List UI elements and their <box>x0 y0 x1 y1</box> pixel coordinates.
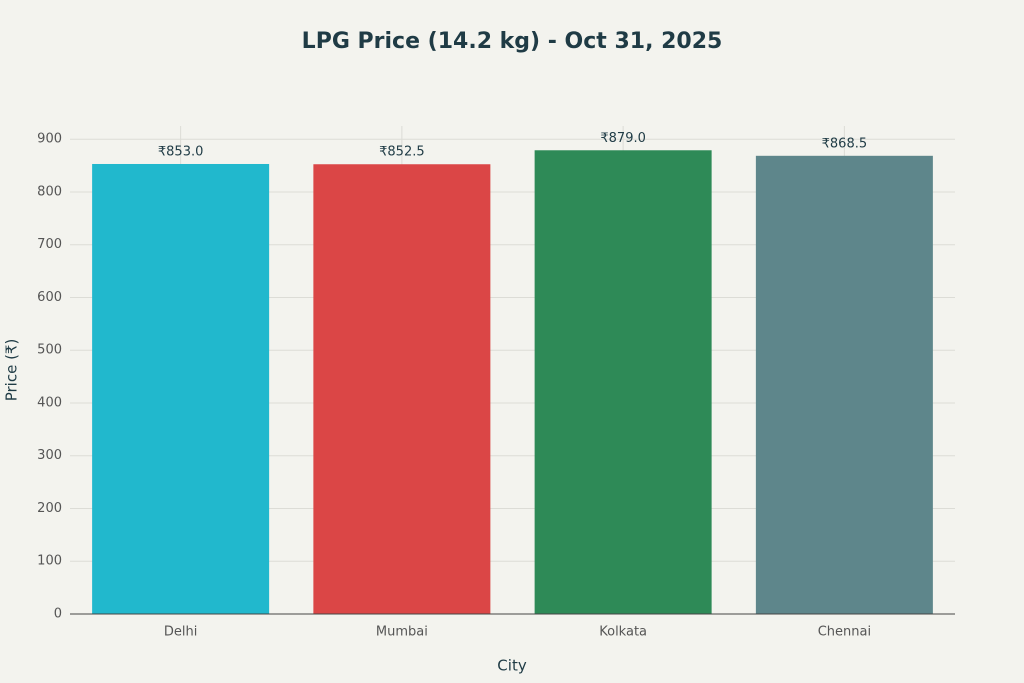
value-label: ₹852.5 <box>379 145 425 160</box>
bar <box>313 164 491 614</box>
value-label: ₹868.5 <box>822 136 868 151</box>
y-tick-label: 400 <box>37 395 62 410</box>
y-tick-label: 700 <box>37 237 62 252</box>
x-tick-label: Chennai <box>818 625 871 640</box>
x-tick-label: Delhi <box>164 625 197 640</box>
y-tick-label: 0 <box>54 607 62 622</box>
y-tick-label: 800 <box>37 184 62 199</box>
y-tick-label: 200 <box>37 501 62 516</box>
x-tick-label: Mumbai <box>376 625 428 640</box>
x-tick-label: Kolkata <box>599 625 647 640</box>
x-axis-title: City <box>497 657 527 675</box>
value-label: ₹879.0 <box>600 131 646 146</box>
value-label: ₹853.0 <box>158 144 204 159</box>
y-tick-label: 500 <box>37 343 62 358</box>
y-tick-label: 100 <box>37 554 62 569</box>
chart-title: LPG Price (14.2 kg) - Oct 31, 2025 <box>302 29 723 54</box>
y-tick-label: 900 <box>37 132 62 147</box>
bar <box>755 155 933 615</box>
y-tick-label: 300 <box>37 448 62 463</box>
y-axis-title: Price (₹) <box>3 339 21 402</box>
bar <box>534 150 712 614</box>
y-tick-label: 600 <box>37 290 62 305</box>
bar <box>92 163 270 614</box>
